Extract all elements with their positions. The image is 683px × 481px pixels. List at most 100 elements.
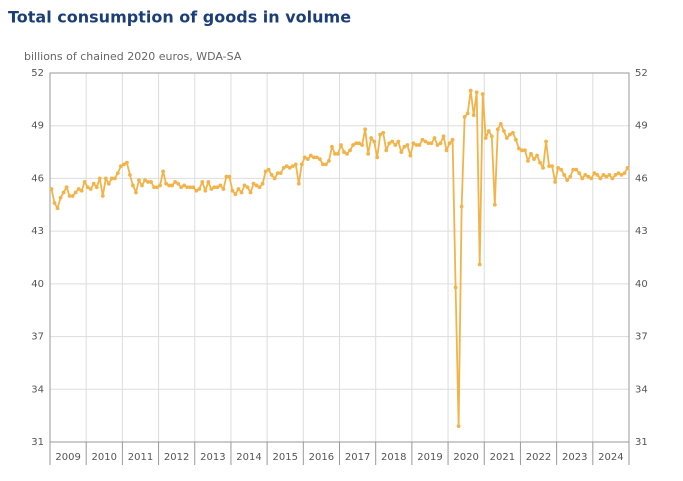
chart-title: Total consumption of goods in volume [8, 8, 351, 27]
data-point [197, 187, 202, 191]
data-point [625, 165, 630, 170]
data-point [339, 143, 343, 147]
data-point [375, 155, 380, 160]
data-point [302, 155, 307, 160]
data-point [266, 167, 271, 172]
data-point [592, 171, 597, 176]
data-point [610, 176, 615, 181]
data-point [100, 194, 105, 198]
data-point [76, 187, 81, 191]
data-point [489, 134, 494, 139]
data-point [188, 185, 193, 190]
data-point [170, 183, 175, 188]
data-point [296, 181, 301, 186]
y2-tick-label: 46 [635, 173, 648, 184]
data-point [408, 153, 413, 158]
data-point [586, 174, 591, 179]
data-point [209, 187, 214, 191]
data-point [173, 180, 178, 184]
data-point [480, 92, 485, 96]
data-point [305, 157, 310, 162]
data-point [447, 141, 452, 146]
data-point [146, 180, 150, 184]
data-point [348, 148, 352, 153]
data-point [49, 187, 54, 191]
data-point [94, 185, 99, 190]
data-point [176, 181, 181, 186]
data-point [185, 185, 190, 190]
data-point [70, 194, 75, 198]
y2-tick-label: 31 [635, 437, 648, 448]
y-tick-label: 34 [31, 384, 44, 395]
data-point [529, 151, 533, 156]
data-point [616, 171, 621, 176]
data-point [324, 162, 328, 167]
data-point [483, 136, 488, 140]
data-point [212, 185, 217, 190]
data-point [88, 187, 93, 191]
data-point [459, 204, 464, 209]
x-tick-label: 2010 [92, 452, 117, 463]
data-point [595, 173, 600, 177]
data-point [538, 160, 542, 165]
data-point [278, 171, 283, 176]
x-tick-label: 2020 [453, 452, 478, 463]
data-point [417, 143, 422, 147]
data-point [360, 143, 365, 147]
y2-tick-label: 49 [635, 121, 648, 132]
data-point [242, 183, 247, 188]
x-tick-label: 2012 [164, 452, 189, 463]
data-point [191, 185, 196, 190]
x-tick-label: 2009 [55, 452, 80, 463]
data-point [387, 141, 392, 146]
data-point [432, 136, 437, 140]
data-point [55, 206, 60, 211]
data-point [203, 188, 208, 193]
data-point [64, 185, 69, 190]
data-point [299, 162, 304, 167]
data-point [67, 194, 72, 198]
data-point [224, 174, 229, 179]
data-point [541, 165, 545, 170]
data-point [333, 151, 337, 156]
data-point [239, 190, 244, 195]
data-point [474, 90, 479, 95]
data-point [106, 181, 111, 186]
data-point [109, 176, 114, 181]
data-point [272, 176, 277, 181]
data-point [607, 173, 612, 177]
y-tick-label: 49 [31, 121, 44, 132]
data-point [613, 173, 618, 177]
data-point [526, 158, 530, 163]
data-point [559, 167, 564, 172]
data-point [152, 185, 156, 190]
data-point [520, 148, 524, 153]
data-point [158, 183, 162, 188]
data-point [462, 115, 467, 119]
data-point [450, 137, 455, 142]
x-tick-label: 2019 [417, 452, 442, 463]
data-point [140, 183, 144, 188]
data-point [577, 171, 582, 176]
y2-tick-label: 37 [635, 332, 648, 343]
data-point [477, 262, 482, 267]
y2-tick-label: 34 [635, 384, 648, 395]
data-point [149, 180, 153, 184]
data-point [248, 190, 253, 195]
data-point [61, 190, 66, 195]
data-point [604, 174, 609, 179]
y2-tick-label: 40 [635, 279, 648, 290]
x-tick-label: 2011 [128, 452, 153, 463]
data-point [514, 137, 518, 142]
data-point [206, 180, 211, 184]
data-point [251, 181, 256, 186]
data-point [414, 143, 419, 147]
data-point [495, 127, 500, 132]
data-point [420, 137, 425, 142]
data-point [269, 173, 274, 177]
data-point [568, 174, 573, 179]
x-tick-label: 2022 [526, 452, 551, 463]
data-point [598, 176, 603, 181]
data-point [381, 130, 386, 135]
